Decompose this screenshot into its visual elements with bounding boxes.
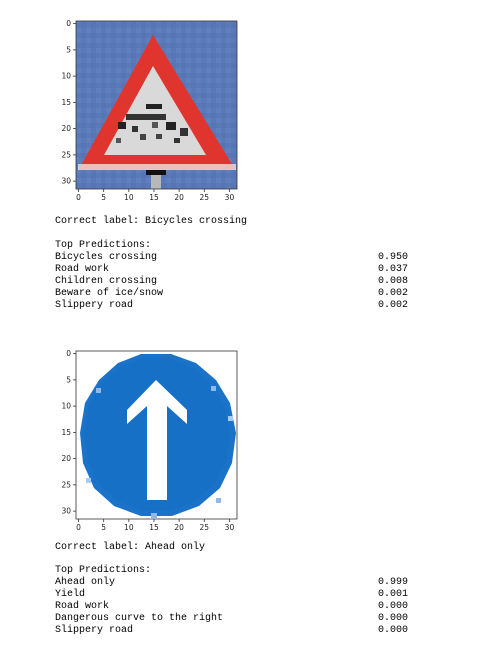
prediction-row: Slippery road 0.000 — [55, 625, 408, 637]
prediction-label: Bicycles crossing — [55, 252, 158, 263]
x-tick-label: 10 — [124, 523, 134, 532]
prediction-label: Yield — [55, 589, 86, 600]
y-tick-label: 0 — [66, 19, 71, 28]
x-tick-label: 20 — [174, 193, 184, 202]
prediction-probability: 0.037 — [377, 264, 408, 275]
prediction-row: Road work 0.037 — [55, 264, 408, 276]
bicycles-crossing-sign-icon: 0 5 10 15 20 25 30 0 5 10 15 20 25 30 — [61, 19, 238, 202]
x-tick-label: 25 — [200, 193, 210, 202]
prediction-probability: 0.950 — [377, 252, 408, 263]
prediction-probability: 0.000 — [377, 613, 408, 624]
y-tick-label: 0 — [66, 349, 71, 358]
prediction-row: Road work 0.000 — [55, 601, 408, 613]
prediction-label: Children crossing — [55, 276, 158, 287]
prediction-label: Road work — [55, 264, 110, 275]
prediction-probability: 0.002 — [377, 288, 408, 299]
prediction-row: Bicycles crossing 0.950 — [55, 252, 408, 264]
y-tick-label: 30 — [61, 507, 71, 516]
prediction-row: Slippery road 0.002 — [55, 300, 408, 312]
x-tick-label: 15 — [149, 193, 159, 202]
prediction-label: Beware of ice/snow — [55, 288, 164, 299]
prediction-label: Slippery road — [55, 300, 134, 311]
x-tick-label: 0 — [76, 523, 81, 532]
prediction-probability: 0.000 — [377, 601, 408, 612]
y-tick-label: 5 — [66, 45, 71, 54]
prediction-label: Ahead only — [55, 577, 116, 588]
predictions-header: Top Predictions: — [55, 565, 152, 576]
x-tick-label: 15 — [149, 523, 159, 532]
prediction-probability: 0.999 — [377, 577, 408, 588]
y-tick-label: 20 — [61, 124, 71, 133]
y-tick-label: 15 — [61, 98, 71, 107]
x-tick-label: 30 — [225, 523, 235, 532]
prediction-row: Ahead only 0.999 — [55, 577, 408, 589]
prediction-label: Road work — [55, 601, 110, 612]
correct-label: Correct label: Ahead only — [55, 542, 206, 553]
y-tick-label: 10 — [61, 72, 71, 81]
x-tick-label: 20 — [174, 523, 184, 532]
prediction-row: Children crossing 0.008 — [55, 276, 408, 288]
y-tick-label: 30 — [61, 177, 71, 186]
image-plot-1: 0 5 10 15 20 25 30 0 5 10 15 20 25 30 — [56, 18, 246, 204]
prediction-label: Dangerous curve to the right — [55, 613, 224, 624]
x-tick-label: 5 — [101, 523, 106, 532]
y-tick-label: 20 — [61, 454, 71, 463]
prediction-probability: 0.000 — [377, 625, 408, 636]
sample-1: 0 5 10 15 20 25 30 0 5 10 15 20 25 30 Correct label: … — [0, 0, 488, 320]
y-tick-label: 10 — [61, 402, 71, 411]
x-tick-label: 5 — [101, 193, 106, 202]
image-plot-2: 0 5 10 15 20 25 30 0 5 10 15 20 25 30 — [56, 348, 246, 534]
sample-2: 0 5 10 15 20 25 30 0 5 10 15 20 25 30 Correct label: … — [0, 330, 488, 650]
x-tick-label: 10 — [124, 193, 134, 202]
prediction-probability: 0.008 — [377, 276, 408, 287]
x-tick-label: 30 — [225, 193, 235, 202]
y-tick-label: 25 — [61, 150, 71, 159]
prediction-row: Dangerous curve to the right 0.000 — [55, 613, 408, 625]
x-tick-label: 0 — [76, 193, 81, 202]
prediction-probability: 0.001 — [377, 589, 408, 600]
prediction-row: Yield 0.001 — [55, 589, 408, 601]
y-tick-label: 25 — [61, 480, 71, 489]
prediction-row: Beware of ice/snow 0.002 — [55, 288, 408, 300]
y-tick-label: 5 — [66, 375, 71, 384]
ahead-only-sign-icon: 0 5 10 15 20 25 30 0 5 10 15 20 25 30 — [61, 349, 238, 532]
y-tick-label: 15 — [61, 428, 71, 437]
prediction-probability: 0.002 — [377, 300, 408, 311]
correct-label: Correct label: Bicycles crossing — [55, 216, 248, 227]
x-tick-label: 25 — [200, 523, 210, 532]
prediction-label: Slippery road — [55, 625, 134, 636]
predictions-header: Top Predictions: — [55, 240, 152, 251]
